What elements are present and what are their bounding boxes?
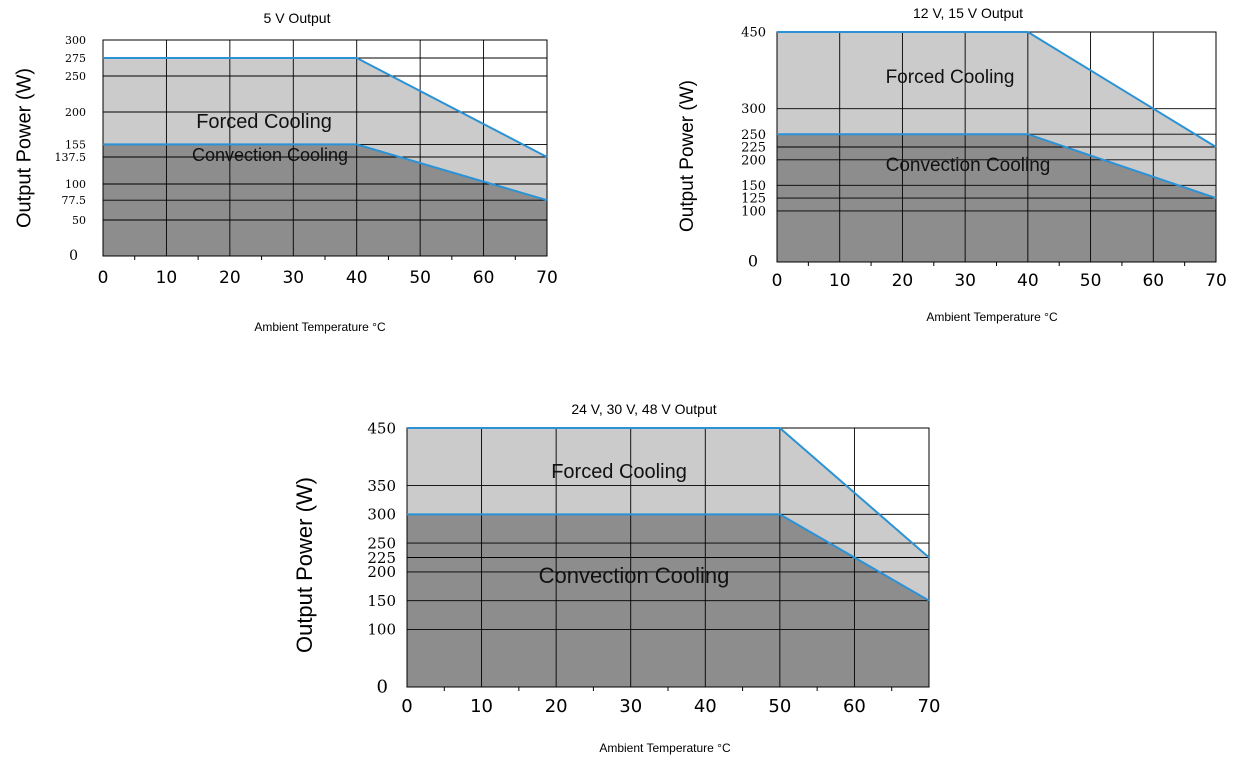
convection-cooling-line — [407, 513, 930, 602]
y-tick-label: 300 — [65, 34, 86, 47]
forced-cooling-line — [103, 57, 548, 158]
y-tick-label: 300 — [367, 506, 396, 524]
x-tick-label: 0 — [401, 696, 412, 717]
convection-cooling-label: Convection Cooling — [886, 155, 1051, 176]
forced-cooling-line — [777, 31, 1217, 148]
y-tick-label: 100 — [741, 204, 766, 219]
x-tick-label: 50 — [1080, 271, 1102, 291]
y-tick-label: 300 — [741, 102, 766, 117]
chart-3: 24 V, 30 V, 48 V Output Forced Cooling Con… — [292, 401, 941, 755]
x-tick-label: 30 — [954, 271, 976, 291]
y-tick-label: 0 — [377, 676, 388, 697]
x-axis-label: Ambient Temperature °C — [926, 310, 1058, 324]
chart-title: 12 V, 15 V Output — [913, 5, 1023, 21]
y-axis-label: Output Power (W) — [13, 68, 35, 228]
y-tick-label: 0 — [748, 252, 758, 271]
x-tick-label: 20 — [219, 268, 241, 288]
x-tick-label: 40 — [1017, 271, 1039, 291]
chart-2: 12 V, 15 V Output Forced Cooling Convectio… — [677, 5, 1227, 324]
x-tick-label: 20 — [545, 696, 568, 717]
chart-1: 5 V Output Forced Cooling Convection Cooli… — [13, 10, 558, 334]
x-tick-label: 0 — [98, 268, 109, 288]
forced-cooling-line — [407, 427, 930, 559]
y-tick-label: 77.5 — [62, 194, 87, 207]
y-tick-label: 250 — [65, 70, 86, 83]
chart-title: 5 V Output — [264, 10, 331, 26]
x-tick-label: 30 — [619, 696, 642, 717]
convection-cooling-label: Convection Cooling — [539, 563, 730, 588]
y-tick-label: 137.5 — [55, 151, 87, 164]
x-axis-label: Ambient Temperature °C — [599, 741, 731, 755]
x-tick-label: 60 — [1142, 271, 1164, 291]
y-tick-label: 275 — [65, 52, 86, 65]
x-tick-label: 60 — [473, 268, 495, 288]
x-tick-label: 20 — [892, 271, 914, 291]
y-tick-label: 450 — [741, 26, 766, 41]
y-tick-label: 100 — [367, 621, 396, 639]
x-tick-label: 40 — [694, 696, 717, 717]
x-tick-label: 40 — [346, 268, 368, 288]
y-tick-label: 250 — [741, 128, 766, 143]
x-axis-label: Ambient Temperature °C — [254, 320, 386, 334]
x-tick-label: 70 — [918, 696, 941, 717]
x-tick-label: 70 — [536, 268, 558, 288]
y-tick-label: 225 — [741, 141, 766, 156]
x-tick-label: 70 — [1205, 271, 1227, 291]
y-tick-label: 350 — [367, 477, 396, 495]
convection-cooling-line — [103, 143, 548, 202]
y-tick-label: 150 — [367, 592, 396, 610]
x-tick-label: 50 — [768, 696, 791, 717]
chart-title: 24 V, 30 V, 48 V Output — [571, 401, 716, 417]
y-tick-label: 125 — [741, 192, 766, 207]
x-tick-label: 10 — [156, 268, 178, 288]
y-tick-label: 200 — [367, 563, 396, 581]
y-tick-label: 0 — [69, 248, 78, 264]
y-tick-label: 150 — [741, 179, 766, 194]
x-tick-label: 0 — [772, 271, 783, 291]
y-tick-label: 450 — [367, 419, 396, 437]
convection-cooling-label: Convection Cooling — [192, 145, 348, 165]
y-tick-label: 155 — [65, 138, 86, 151]
x-tick-label: 10 — [470, 696, 493, 717]
x-tick-label: 10 — [829, 271, 851, 291]
convection-cooling-line — [777, 133, 1217, 200]
forced-cooling-label: Forced Cooling — [196, 111, 332, 133]
forced-cooling-label: Forced Cooling — [551, 461, 687, 483]
y-tick-label: 200 — [65, 106, 86, 119]
x-tick-label: 60 — [843, 696, 866, 717]
y-tick-label: 250 — [367, 534, 396, 552]
y-tick-label: 225 — [367, 549, 396, 567]
x-tick-label: 30 — [282, 268, 304, 288]
y-tick-label: 200 — [741, 153, 766, 168]
y-axis-label: Output Power (W) — [677, 80, 698, 232]
y-tick-label: 50 — [72, 214, 86, 227]
y-axis-label: Output Power (W) — [292, 477, 317, 653]
y-tick-label: 100 — [65, 178, 86, 191]
x-tick-label: 50 — [409, 268, 431, 288]
forced-cooling-label: Forced Cooling — [886, 67, 1015, 88]
